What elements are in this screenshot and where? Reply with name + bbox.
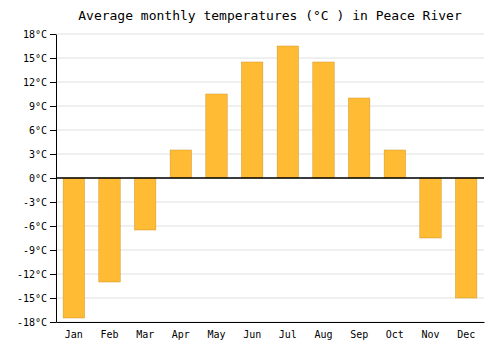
- y-tick: 15°C: [23, 53, 56, 64]
- grid-line: [56, 106, 484, 107]
- x-tick-label: Oct: [386, 329, 404, 340]
- y-tick-mark: [50, 130, 56, 131]
- bar: [348, 98, 369, 178]
- y-tick: -6°C: [23, 221, 56, 232]
- bar: [170, 150, 191, 178]
- bar: [277, 46, 298, 178]
- zero-line: [56, 177, 484, 179]
- y-tick: -9°C: [23, 245, 56, 256]
- x-tick: Nov: [421, 329, 439, 340]
- x-tick-label: Jan: [65, 329, 83, 340]
- y-tick-label: 12°C: [23, 77, 47, 88]
- y-tick-mark: [50, 202, 56, 203]
- y-tick-label: -3°C: [23, 197, 47, 208]
- y-tick-label: 15°C: [23, 53, 47, 64]
- x-tick: Feb: [100, 329, 118, 340]
- x-tick: May: [207, 329, 225, 340]
- plot: -18°C -15°C -12°C -9°C -6°C -3°C 0°C 3°C 6°C 9°C 1…: [17, 29, 485, 340]
- x-tick-label: Sep: [350, 329, 368, 340]
- x-tick-label: Jun: [243, 329, 261, 340]
- y-tick: 0°C: [29, 173, 56, 184]
- y-tick-label: -9°C: [23, 245, 47, 256]
- x-tick-label: Mar: [136, 329, 154, 340]
- x-tick-label: Nov: [421, 329, 439, 340]
- y-tick-mark: [50, 274, 56, 275]
- x-tick-label: Dec: [457, 329, 475, 340]
- bar: [455, 178, 476, 298]
- x-tick: Apr: [172, 329, 190, 340]
- chart: -18°C -15°C -12°C -9°C -6°C -3°C 0°C 3°C 6°C 9°C 1…: [0, 0, 500, 350]
- y-tick-label: 3°C: [29, 149, 47, 160]
- y-tick: -18°C: [17, 317, 56, 328]
- y-tick-mark: [50, 154, 56, 155]
- y-tick-mark: [50, 298, 56, 299]
- y-tick-label: 9°C: [29, 101, 47, 112]
- y-tick-label: 0°C: [29, 173, 47, 184]
- grid: [56, 34, 484, 322]
- bars: [63, 46, 477, 318]
- x-tick: Mar: [136, 329, 154, 340]
- y-tick: -15°C: [17, 293, 56, 304]
- y-tick: 6°C: [29, 125, 56, 136]
- x-tick: Jul: [279, 329, 297, 340]
- grid-line: [56, 322, 484, 323]
- grid-line: [56, 130, 484, 131]
- x-tick-label: Feb: [100, 329, 118, 340]
- y-tick-mark: [50, 58, 56, 59]
- x-axis-line: [57, 322, 485, 323]
- grid-line: [56, 82, 484, 83]
- x-tick: Aug: [314, 329, 332, 340]
- y-tick: -3°C: [23, 197, 56, 208]
- y-tick-label: 6°C: [29, 125, 47, 136]
- bar: [63, 178, 84, 318]
- y-tick-mark: [50, 322, 56, 323]
- y-tick-mark: [50, 106, 56, 107]
- y-tick-mark: [50, 250, 56, 251]
- x-tick: Jan: [65, 329, 83, 340]
- grid-line: [56, 154, 484, 155]
- y-tick-mark: [50, 82, 56, 83]
- y-tick: 3°C: [29, 149, 56, 160]
- grid-line: [56, 34, 484, 35]
- title: Average monthly temperatures (°C ) in Pe…: [78, 8, 462, 23]
- grid-line: [56, 298, 484, 299]
- y-tick-mark: [50, 226, 56, 227]
- x-tick-label: Jul: [279, 329, 297, 340]
- bar: [206, 94, 227, 178]
- y-tick-label: -18°C: [17, 317, 47, 328]
- y-tick-label: -12°C: [17, 269, 47, 280]
- bar: [313, 62, 334, 178]
- y-tick: 12°C: [23, 77, 56, 88]
- y-axis: -18°C -15°C -12°C -9°C -6°C -3°C 0°C 3°C 6°C 9°C 1…: [17, 29, 57, 328]
- y-tick: 18°C: [23, 29, 56, 40]
- bar: [420, 178, 441, 238]
- y-tick-label: -15°C: [17, 293, 47, 304]
- y-tick: 9°C: [29, 101, 56, 112]
- y-tick-label: 18°C: [23, 29, 47, 40]
- bar: [99, 178, 120, 282]
- x-tick: Jun: [243, 329, 261, 340]
- x-tick: Oct: [386, 329, 404, 340]
- y-tick-mark: [50, 34, 56, 35]
- bar: [384, 150, 405, 178]
- y-axis-line: [56, 35, 57, 323]
- grid-line: [56, 58, 484, 59]
- bar: [134, 178, 155, 230]
- y-tick-label: -6°C: [23, 221, 47, 232]
- x-axis: Jan Feb Mar Apr May Jun Jul Aug Sep Oct Nov Dec: [57, 323, 485, 341]
- x-tick: Dec: [457, 329, 475, 340]
- x-tick: Sep: [350, 329, 368, 340]
- x-tick-label: Aug: [314, 329, 332, 340]
- x-tick-label: May: [207, 329, 225, 340]
- y-tick-mark: [50, 178, 56, 179]
- bar: [241, 62, 262, 178]
- y-tick: -12°C: [17, 269, 56, 280]
- x-tick-label: Apr: [172, 329, 190, 340]
- grid-line: [56, 178, 484, 179]
